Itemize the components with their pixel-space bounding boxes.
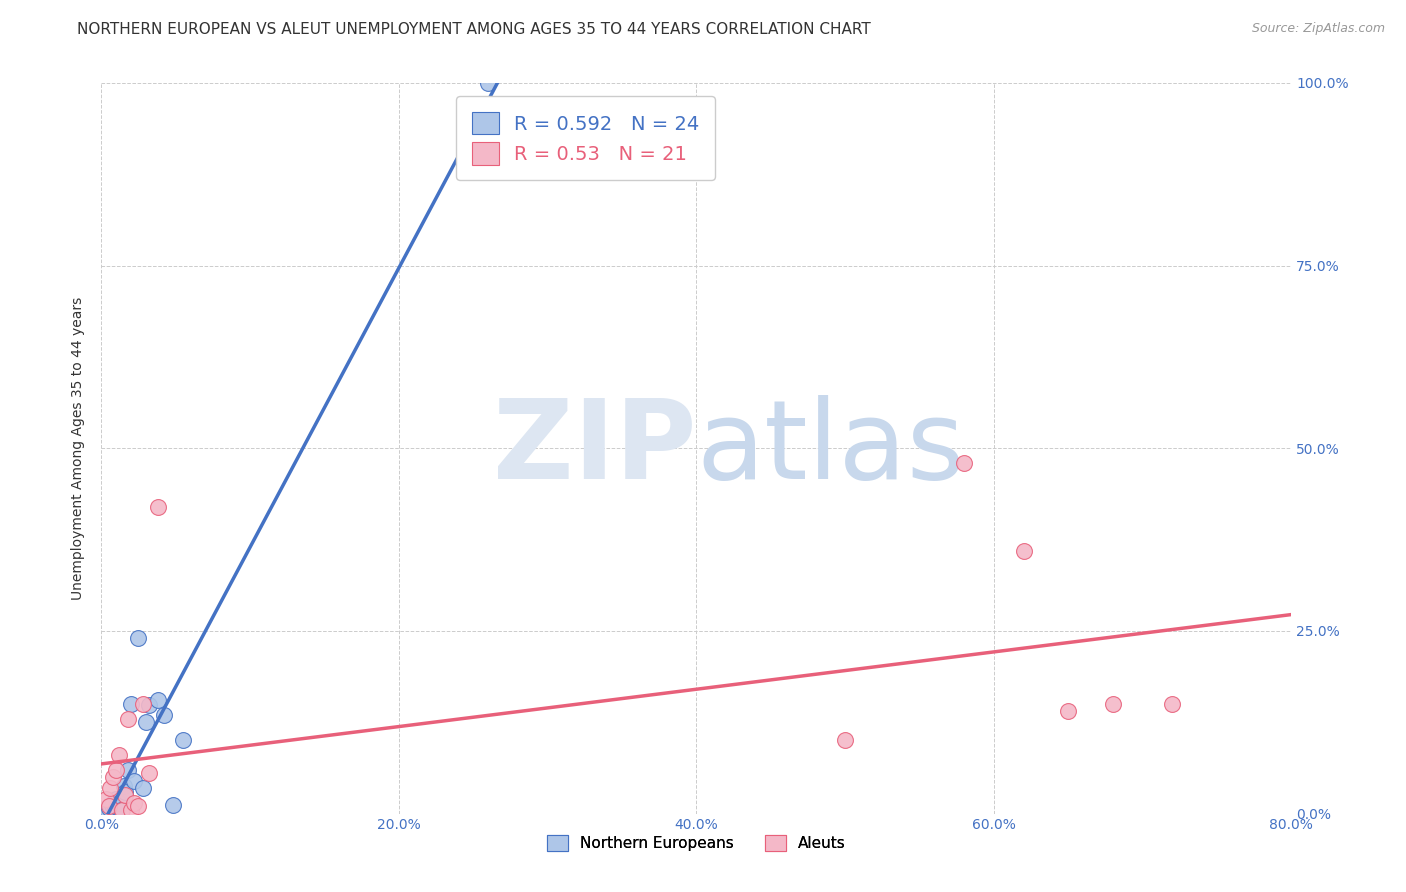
Point [162, 797, 184, 812]
Point [1057, 704, 1080, 718]
Point [477, 76, 499, 90]
Point [108, 748, 131, 763]
Text: NORTHERN EUROPEAN VS ALEUT UNEMPLOYMENT AMONG AGES 35 TO 44 YEARS CORRELATION CH: NORTHERN EUROPEAN VS ALEUT UNEMPLOYMENT … [77, 22, 872, 37]
Point [117, 763, 139, 777]
Point [96, 803, 118, 817]
Point [122, 773, 145, 788]
Point [138, 698, 160, 713]
Point [110, 803, 132, 817]
Point [138, 766, 160, 780]
Point [120, 803, 142, 817]
Point [146, 500, 169, 514]
Point [97, 799, 120, 814]
Point [114, 789, 136, 803]
Point [132, 780, 155, 795]
Point [111, 803, 134, 817]
Point [98, 799, 121, 814]
Point [104, 803, 127, 817]
Point [127, 631, 149, 645]
Point [112, 779, 135, 793]
Point [135, 715, 157, 730]
Text: atlas: atlas [696, 395, 965, 501]
Point [100, 797, 122, 812]
Point [1161, 697, 1184, 711]
Point [108, 796, 131, 810]
Point [97, 800, 120, 814]
Point [122, 796, 145, 810]
Point [120, 697, 142, 711]
Text: ZIP: ZIP [494, 395, 696, 501]
Point [152, 707, 174, 722]
Point [834, 733, 856, 747]
Point [953, 456, 976, 470]
Point [117, 712, 139, 726]
Point [114, 784, 136, 798]
Text: Source: ZipAtlas.com: Source: ZipAtlas.com [1251, 22, 1385, 36]
Point [146, 693, 169, 707]
Point [127, 799, 149, 814]
Point [105, 763, 128, 777]
Point [98, 780, 121, 795]
Point [132, 697, 155, 711]
Point [107, 800, 129, 814]
Point [1012, 543, 1035, 558]
Point [101, 796, 124, 810]
Y-axis label: Unemployment Among Ages 35 to 44 years: Unemployment Among Ages 35 to 44 years [72, 297, 86, 599]
Point [101, 770, 124, 784]
Point [94, 792, 117, 806]
Legend: Northern Europeans, Aleuts: Northern Europeans, Aleuts [540, 829, 852, 857]
Point [105, 792, 128, 806]
Point [172, 733, 194, 747]
Point [1101, 697, 1123, 711]
